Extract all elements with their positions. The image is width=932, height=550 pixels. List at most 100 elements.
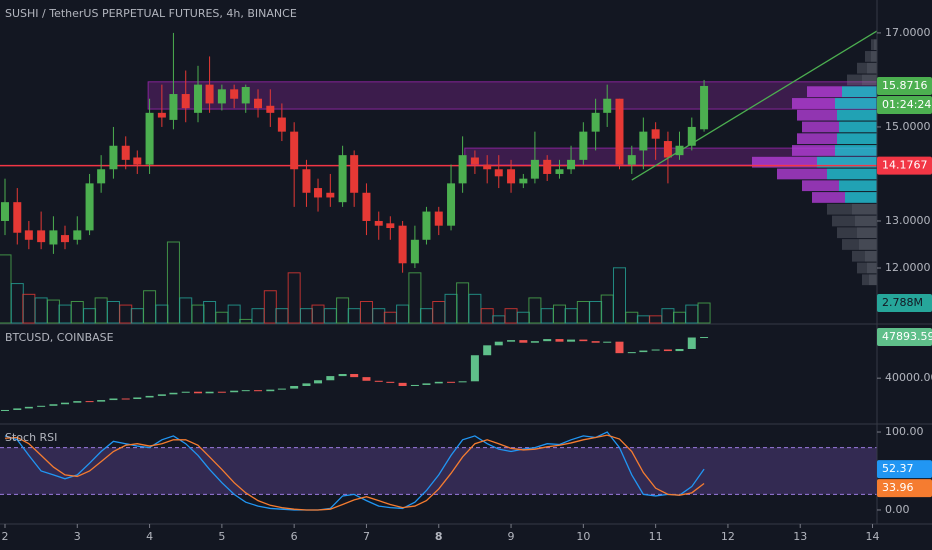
candle-body: [374, 380, 383, 382]
candle-body: [458, 381, 467, 383]
candle-body: [326, 376, 335, 381]
candle-body: [410, 384, 419, 386]
profile-down: [837, 227, 857, 239]
profile-down: [777, 168, 827, 180]
stoch-line: [4, 434, 705, 511]
candle-body: [217, 391, 226, 393]
candle-body: [217, 89, 226, 104]
candle-body: [603, 98, 612, 113]
candle-body: [434, 211, 443, 226]
candle-body: [241, 86, 250, 104]
volume-bar: [347, 308, 361, 324]
volume-bar: [251, 308, 265, 324]
volume-bar: [528, 297, 542, 324]
candle-body: [591, 341, 600, 343]
candle-body: [555, 169, 564, 174]
candle-body: [530, 341, 539, 343]
countdown-box: [877, 95, 932, 114]
candle-body: [302, 383, 311, 386]
candle-body: [470, 157, 479, 165]
volume-bar: [299, 308, 313, 324]
candle-body: [700, 337, 709, 339]
candle-body: [13, 202, 22, 233]
candle-body: [73, 230, 82, 240]
candle-body: [386, 381, 395, 383]
profile-down: [797, 133, 837, 145]
volume-bar: [480, 308, 494, 324]
candle-body: [13, 408, 22, 410]
volume-bar: [419, 308, 433, 324]
candle-body: [24, 230, 33, 240]
candle-body: [133, 397, 142, 400]
candle-body: [133, 157, 142, 165]
candle-body: [530, 159, 539, 179]
candle-body: [350, 155, 359, 193]
candle-body: [543, 339, 552, 342]
candle-body: [579, 131, 588, 160]
profile-down: [812, 192, 845, 203]
x-tick-label: 13: [793, 530, 807, 543]
volume-bar: [552, 304, 566, 324]
volume-bar: [155, 304, 169, 324]
stoch-value-box: [877, 479, 932, 498]
candle-body: [169, 392, 178, 395]
candle-body: [651, 349, 660, 351]
profile-up: [867, 262, 877, 274]
volume-bar: [504, 308, 518, 324]
stoch-value: 33.96: [882, 481, 914, 494]
candle-body: [362, 377, 371, 381]
profile-up: [842, 86, 877, 98]
candle-body: [109, 145, 118, 170]
candle-body: [639, 131, 648, 151]
candle-body: [627, 155, 636, 165]
x-tick-label: 10: [576, 530, 590, 543]
candle-body: [639, 350, 648, 353]
candle-body: [277, 117, 286, 132]
x-tick-label: 5: [218, 530, 225, 543]
volume-bar: [456, 282, 470, 324]
profile-down: [792, 98, 835, 109]
candle-body: [37, 230, 46, 243]
x-tick-label: 6: [291, 530, 298, 543]
candle-body: [145, 112, 154, 165]
candle-body: [49, 404, 58, 406]
candle-body: [60, 235, 69, 243]
volume-bar: [359, 300, 373, 324]
x-tick-label: 11: [649, 530, 663, 543]
profile-up: [827, 168, 877, 180]
candle-body: [266, 105, 275, 113]
pane-title: Stoch RSI: [5, 431, 57, 444]
volume-bar: [372, 308, 386, 324]
profile-down: [832, 215, 855, 227]
candle-body: [675, 348, 684, 352]
candle-body: [398, 225, 407, 264]
profile-down: [842, 239, 859, 250]
profile-down: [792, 145, 835, 156]
volume-bar: [589, 300, 603, 324]
x-tick-label: 9: [508, 530, 515, 543]
volume-bar: [34, 297, 48, 324]
candle-body: [519, 340, 528, 343]
candle-body: [121, 145, 130, 160]
candle-body: [194, 84, 203, 113]
profile-down: [797, 109, 837, 121]
profile-up: [835, 98, 877, 109]
volume-bar: [540, 308, 554, 324]
btc-price-box: [877, 328, 932, 347]
x-tick-label: 3: [74, 530, 81, 543]
candle-body: [314, 380, 323, 384]
candle-body: [483, 345, 492, 356]
candle-body: [555, 339, 564, 342]
profile-up: [857, 227, 877, 239]
candle-body: [0, 202, 9, 221]
profile-up: [837, 133, 877, 145]
candle-body: [447, 381, 456, 383]
profile-down: [847, 74, 862, 86]
candle-body: [579, 339, 588, 342]
candle-body: [37, 405, 46, 407]
candle-body: [290, 385, 299, 389]
last-price: 15.8716: [882, 79, 928, 92]
volume-bar: [179, 297, 193, 324]
candle-body: [470, 355, 479, 382]
